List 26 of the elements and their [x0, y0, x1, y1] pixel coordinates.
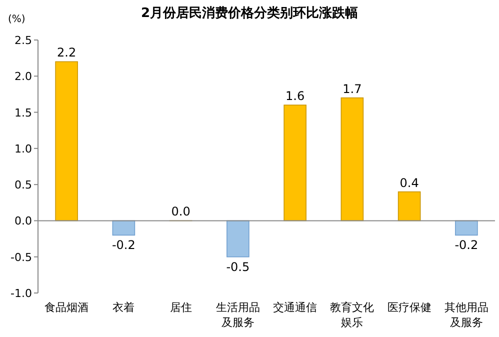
y-tick-label: 0.0 [14, 214, 32, 228]
x-tick-label: 衣着 [112, 301, 135, 314]
x-tick-label: 交通通信 [273, 301, 318, 314]
data-label: 1.7 [342, 82, 362, 96]
y-tick-label: 0.5 [14, 178, 32, 192]
x-tick-label: 教育文化娱乐 [330, 301, 374, 329]
x-tick-label: 食品烟酒 [44, 301, 89, 314]
y-tick-label: 2.5 [14, 34, 32, 47]
y-tick-label: -1.0 [10, 287, 32, 300]
data-label: 1.6 [286, 89, 305, 104]
x-tick-label: 居住 [170, 301, 192, 314]
data-label: 0.4 [400, 176, 419, 190]
data-label: 0.0 [171, 204, 190, 219]
y-axis-title: (%) [8, 14, 26, 25]
y-tick-label: 2.0 [14, 70, 32, 84]
data-label: -0.5 [226, 260, 250, 274]
x-tick-label: 其他用品及服务 [444, 301, 488, 329]
x-tick-label: 医疗保健 [387, 301, 432, 314]
chart-title: 2月份居民消费价格分类别环比涨跌幅 [140, 6, 358, 21]
y-tick-label: 1.5 [14, 106, 32, 120]
y-tick-label: -0.5 [10, 250, 32, 264]
x-tick-label: 生活用品及服务 [216, 301, 260, 329]
y-tick-label: 1.0 [14, 142, 32, 156]
data-label: -0.2 [112, 238, 136, 252]
data-label: 2.2 [57, 46, 76, 60]
data-label: -0.2 [454, 238, 478, 252]
